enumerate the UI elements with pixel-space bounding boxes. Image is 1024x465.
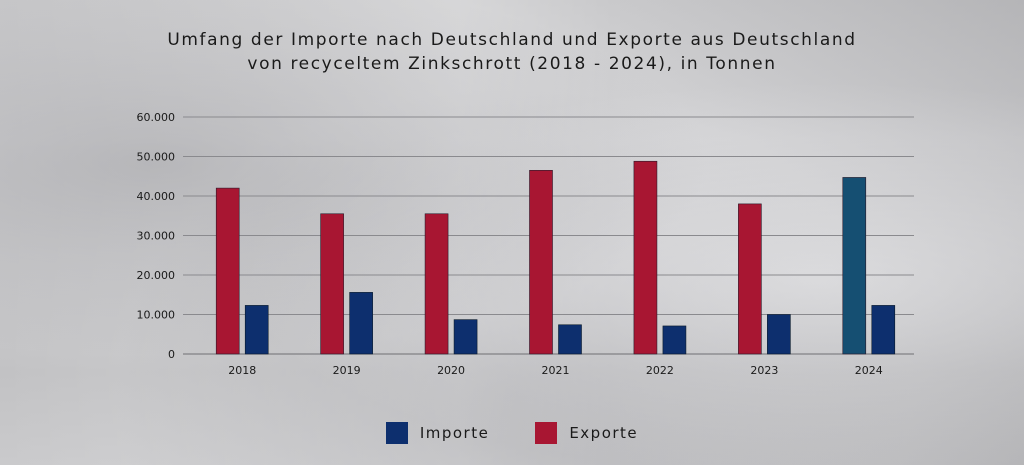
legend-label-imports: Importe — [419, 424, 490, 442]
bar-importe-2020 — [453, 319, 478, 355]
x-tick-label: 2021 — [542, 364, 570, 377]
bar-exporte-2022 — [633, 160, 658, 355]
legend-swatch-exports — [535, 422, 558, 444]
x-tick-label: 2020 — [437, 364, 465, 377]
y-tick-label: 0 — [168, 348, 175, 361]
legend-label-exports: Exporte — [569, 424, 639, 442]
x-tick-label: 2023 — [750, 364, 778, 377]
legend-item-exports: Exporte — [535, 422, 638, 444]
bar-importe-2024 — [871, 305, 896, 355]
x-tick-label: 2018 — [228, 364, 256, 377]
bar-exporte-2023 — [738, 203, 762, 355]
legend-swatch-imports — [385, 422, 408, 444]
bar-exporte-2018 — [215, 187, 240, 355]
x-tick-label: 2022 — [646, 364, 674, 377]
chart-legend: Importe Exporte — [0, 422, 1024, 444]
y-tick-label: 20.000 — [137, 269, 176, 282]
bar-exporte-2024 — [842, 177, 867, 355]
chart-title-line-1: Umfang der Importe nach Deutschland und … — [167, 30, 857, 50]
y-tick-label: 60.000 — [137, 111, 176, 124]
bar-importe-2022 — [662, 325, 687, 355]
y-tick-label: 10.000 — [137, 309, 176, 322]
bar-importe-2023 — [767, 314, 791, 355]
chart-title-line-2: von recyceltem Zinkschrott (2018 - 2024)… — [247, 54, 777, 74]
bar-exporte-2019 — [320, 213, 344, 355]
legend-item-imports: Importe — [385, 422, 490, 444]
bar-importe-2019 — [349, 292, 373, 355]
y-tick-label: 30.000 — [137, 230, 176, 243]
chart-title: Umfang der Importe nach Deutschland und … — [0, 28, 1024, 76]
x-tick-label: 2024 — [855, 364, 883, 377]
x-tick-label: 2019 — [333, 364, 361, 377]
y-tick-label: 40.000 — [137, 190, 176, 203]
bar-importe-2021 — [558, 324, 582, 355]
y-tick-label: 50.000 — [137, 151, 176, 164]
bar-importe-2018 — [244, 305, 269, 355]
bar-exporte-2020 — [424, 213, 449, 355]
bar-exporte-2021 — [529, 170, 553, 355]
